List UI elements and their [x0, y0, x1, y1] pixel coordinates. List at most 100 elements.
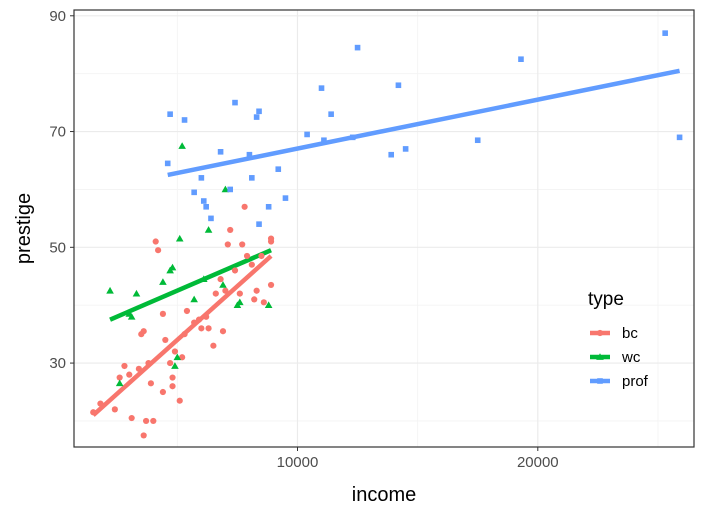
- bc-point: [241, 203, 248, 210]
- legend-key-marker: [596, 329, 604, 337]
- bc-point: [142, 417, 150, 425]
- wc-point: [132, 289, 141, 297]
- prof-point: [265, 203, 272, 210]
- wc-fit-line: [109, 248, 272, 322]
- bc-point: [162, 336, 169, 344]
- bc-point: [152, 238, 159, 245]
- x-axis-title: income: [352, 484, 416, 506]
- prof-point: [676, 134, 683, 141]
- prof-point: [246, 151, 253, 158]
- y-axis-title: prestige: [13, 193, 35, 264]
- prof-point: [249, 175, 255, 181]
- prof-point: [349, 134, 356, 141]
- bc-point: [210, 342, 217, 349]
- bc-point: [121, 362, 128, 370]
- prof-point: [395, 82, 402, 89]
- bc-point: [128, 414, 135, 422]
- bc-point: [243, 252, 251, 260]
- legend-title: type: [588, 289, 624, 310]
- wc-point: [173, 353, 182, 361]
- wc-point: [175, 234, 184, 242]
- wc-point: [127, 312, 136, 320]
- x-tick-label: 10000: [277, 454, 319, 471]
- bc-point: [90, 409, 97, 416]
- bc-point: [260, 299, 267, 306]
- bc-point: [97, 400, 104, 407]
- bc-point: [159, 310, 167, 317]
- bc-point: [135, 365, 142, 372]
- bc-point: [176, 397, 183, 404]
- wc-point: [264, 301, 273, 309]
- bc-point: [258, 252, 265, 260]
- bc-point: [111, 406, 118, 413]
- y-tick-label: 90: [49, 8, 66, 25]
- wc-point: [106, 286, 114, 294]
- wc-point: [159, 278, 167, 285]
- bc-point: [219, 328, 227, 335]
- prof-point: [198, 175, 205, 181]
- bc-point: [140, 432, 147, 439]
- wc-point: [171, 362, 179, 369]
- y-tick-label: 70: [49, 124, 66, 141]
- data-points: [90, 30, 683, 439]
- prof-point: [275, 166, 282, 172]
- bc-points: [90, 203, 275, 439]
- wc-point: [236, 298, 244, 306]
- bc-point: [239, 241, 246, 248]
- bc-point: [150, 417, 157, 425]
- prof-point: [181, 117, 188, 123]
- bc-point: [159, 388, 167, 396]
- prof-point: [388, 151, 395, 158]
- bc-point: [267, 238, 275, 245]
- plot-panel-border: [73, 9, 695, 448]
- bc-point: [183, 307, 191, 315]
- bc-point: [169, 383, 176, 390]
- wc-point: [199, 275, 208, 282]
- bc-point: [155, 247, 162, 254]
- legend-label: bc: [622, 325, 638, 342]
- legend-label: wc: [621, 349, 641, 366]
- bc-point: [140, 328, 147, 335]
- y-tick-label: 50: [49, 239, 66, 256]
- prof-point: [474, 137, 481, 144]
- bc-point: [179, 354, 186, 361]
- legend-key-marker: [597, 378, 603, 384]
- bc-point: [251, 296, 258, 303]
- legend-item-wc: wc: [590, 349, 641, 366]
- bc-point: [205, 325, 212, 332]
- prof-points: [164, 30, 683, 227]
- prof-point: [321, 137, 327, 144]
- prof-point: [191, 189, 197, 196]
- bc-point: [191, 319, 198, 326]
- bc-point: [222, 287, 229, 294]
- bc-point: [231, 267, 239, 274]
- bc-point: [203, 313, 210, 320]
- bc-point: [126, 371, 133, 378]
- wc-point: [115, 379, 124, 387]
- bc-point: [181, 331, 188, 338]
- legend: type bc wc prof: [588, 289, 649, 390]
- prof-point: [200, 198, 207, 204]
- prof-point: [282, 195, 289, 201]
- bc-point: [171, 348, 179, 355]
- prof-point: [328, 111, 334, 117]
- legend-item-bc: bc: [590, 325, 638, 342]
- prof-point: [402, 146, 409, 152]
- bc-point: [198, 325, 205, 332]
- prof-point: [518, 56, 524, 62]
- y-tick-label: 30: [49, 355, 66, 372]
- bc-point: [212, 290, 219, 297]
- legend-items: bc wc prof: [590, 325, 649, 390]
- legend-item-prof: prof: [590, 373, 649, 390]
- bc-point: [116, 374, 123, 381]
- bc-point: [267, 281, 275, 289]
- wc-point: [178, 142, 186, 149]
- wc-point: [168, 263, 177, 271]
- bc-point: [248, 261, 255, 268]
- prof-point: [208, 215, 214, 222]
- prof-point: [227, 186, 234, 193]
- wc-points: [106, 142, 273, 387]
- prof-point: [256, 221, 262, 227]
- prof-point: [318, 85, 325, 91]
